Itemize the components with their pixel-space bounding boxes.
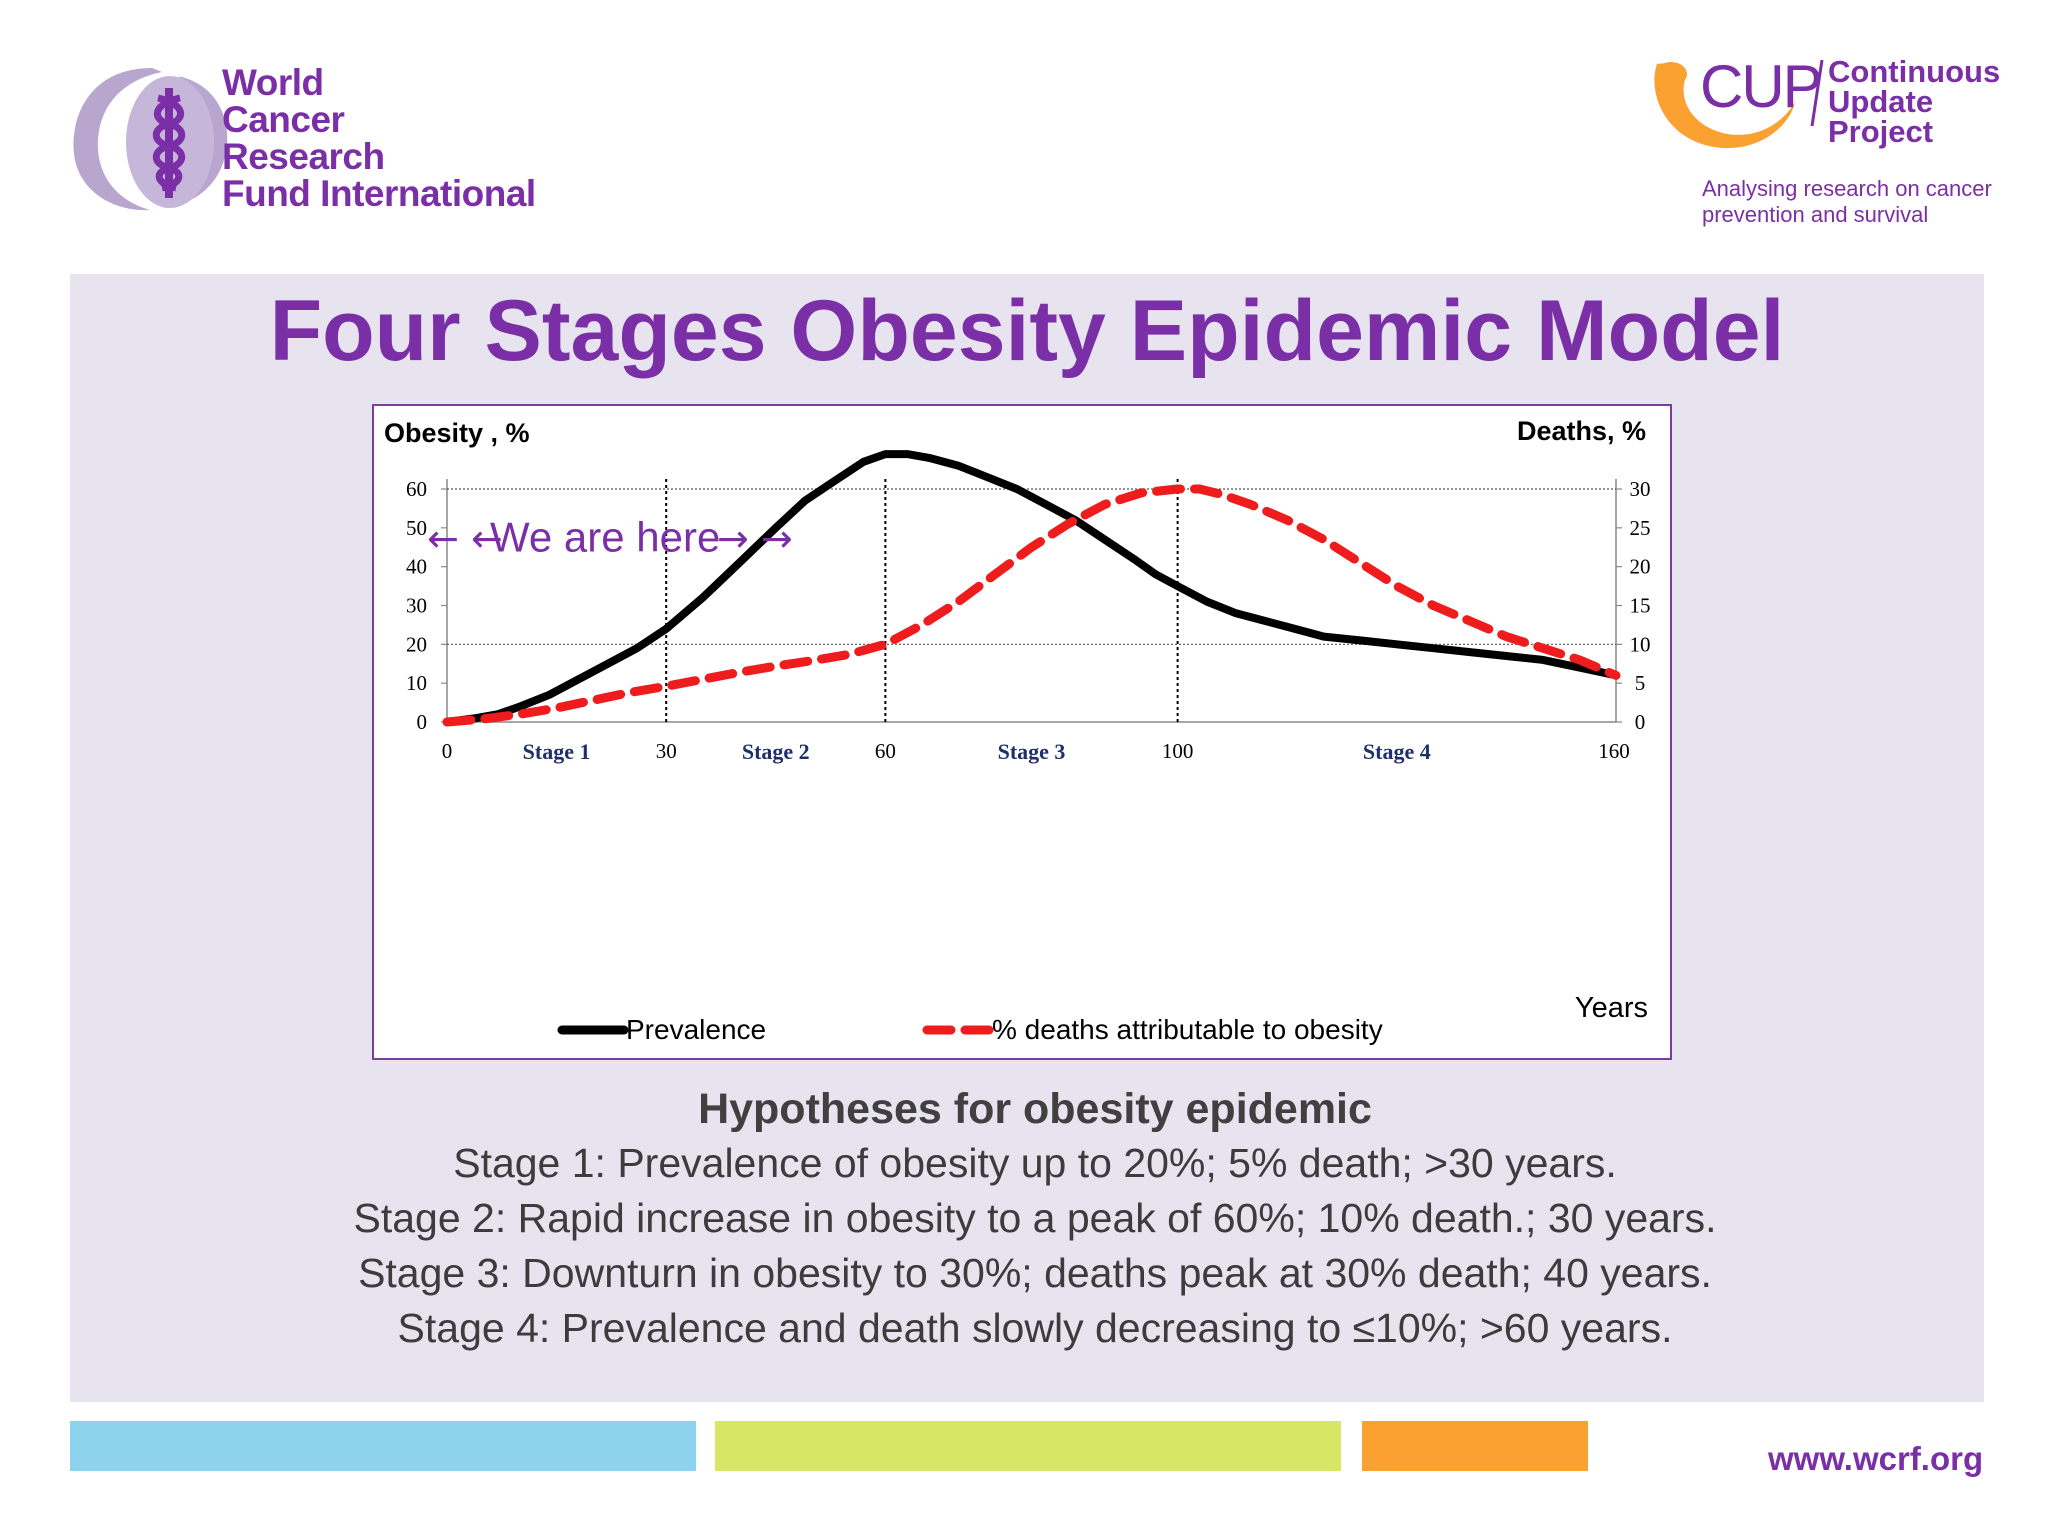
legend-prevalence-label: Prevalence xyxy=(626,1014,766,1045)
right-axis-title: Deaths, % xyxy=(1517,416,1646,446)
wcrf-name-line: Research xyxy=(222,136,385,177)
series-prevalence-line xyxy=(443,450,1620,726)
annotation-right-arrows: → → xyxy=(717,516,793,560)
y-tick-right: 5 xyxy=(1635,671,1646,695)
y-tick-left: 20 xyxy=(406,632,427,656)
cup-word: Project xyxy=(1828,114,1934,149)
wcrf-name: World Cancer Research Fund International xyxy=(222,64,536,212)
hypothesis-stage-1: Stage 1: Prevalence of obesity up to 20%… xyxy=(453,1140,1617,1186)
cup-swoosh-icon xyxy=(1654,62,1795,149)
x-tick-label: 160 xyxy=(1598,739,1630,763)
footer-bar-orange xyxy=(1362,1421,1588,1471)
y-tick-left: 60 xyxy=(406,477,427,501)
cup-words: Continuous Update Project xyxy=(1828,54,2001,149)
obesity-epidemic-chart: Obesity , % Deaths, % 0 10 20 30 40 50 60 0 5 10 1… xyxy=(384,416,1651,1045)
cup-divider-icon xyxy=(1810,59,1824,127)
wcrf-logo xyxy=(73,68,228,211)
annotation-text: We are here xyxy=(490,513,720,560)
y-tick-left: 10 xyxy=(406,671,427,695)
footer-bar-blue xyxy=(70,1421,696,1471)
y-tick-right: 25 xyxy=(1630,516,1651,540)
y-tick-right: 0 xyxy=(1635,710,1646,734)
cup-tagline: Analysing research on cancer prevention … xyxy=(1702,176,1992,228)
cup-tagline-line: Analysing research on cancer xyxy=(1702,176,1992,201)
hypotheses-section: Hypotheses for obesity epidemic Stage 1:… xyxy=(70,1082,2000,1356)
y-tick-right: 20 xyxy=(1630,555,1651,579)
legend-deaths-label: % deaths attributable to obesity xyxy=(992,1014,1383,1045)
x-tick-label: 0 xyxy=(442,739,453,763)
footer-bar-green xyxy=(715,1421,1341,1471)
x-tick-label: 60 xyxy=(875,739,896,763)
website-link[interactable]: www.wcrf.org xyxy=(1768,1440,1984,1477)
chart-frame xyxy=(372,404,1672,1060)
hypothesis-stage-2: Stage 2: Rapid increase in obesity to a … xyxy=(353,1195,1717,1241)
x-axis-unit: Years xyxy=(1575,992,1648,1024)
stage-label: Stage 3 xyxy=(998,739,1066,764)
cup-word: Update xyxy=(1828,84,1934,119)
wcrf-name-line: World xyxy=(222,62,324,103)
y-tick-left: 30 xyxy=(406,594,427,618)
hypothesis-stage-3: Stage 3: Downturn in obesity to 30%; dea… xyxy=(358,1250,1712,1296)
cup-tagline-line: prevention and survival xyxy=(1702,202,1929,227)
cup-word: Continuous xyxy=(1828,54,2001,89)
hypothesis-stage-4: Stage 4: Prevalence and death slowly dec… xyxy=(397,1305,1673,1351)
wcrf-name-line: Fund International xyxy=(222,173,536,214)
y-tick-right: 15 xyxy=(1630,594,1651,618)
stage-label: Stage 4 xyxy=(1363,739,1431,764)
y-tick-right: 30 xyxy=(1630,477,1651,501)
stage-label: Stage 2 xyxy=(742,739,810,764)
slide-title: Four Stages Obesity Epidemic Model xyxy=(269,283,1785,379)
left-axis-title: Obesity , % xyxy=(384,418,530,448)
wcrf-name-line: Cancer xyxy=(222,99,345,140)
cup-mark: CUP xyxy=(1700,53,1823,120)
x-tick-label: 100 xyxy=(1162,739,1194,763)
stage-label: Stage 1 xyxy=(523,739,591,764)
y-tick-left: 50 xyxy=(406,516,427,540)
hypotheses-title: Hypotheses for obesity epidemic xyxy=(698,1085,1372,1133)
y-tick-right: 10 xyxy=(1630,632,1651,656)
x-tick-label: 30 xyxy=(656,739,677,763)
series-deaths-line xyxy=(442,484,1621,727)
chart-legend: Prevalence % deaths attributable to obes… xyxy=(557,1014,1383,1045)
y-tick-left: 0 xyxy=(417,710,428,734)
y-tick-left: 40 xyxy=(406,555,427,579)
annotation-left-arrows: ← ← xyxy=(427,516,503,560)
